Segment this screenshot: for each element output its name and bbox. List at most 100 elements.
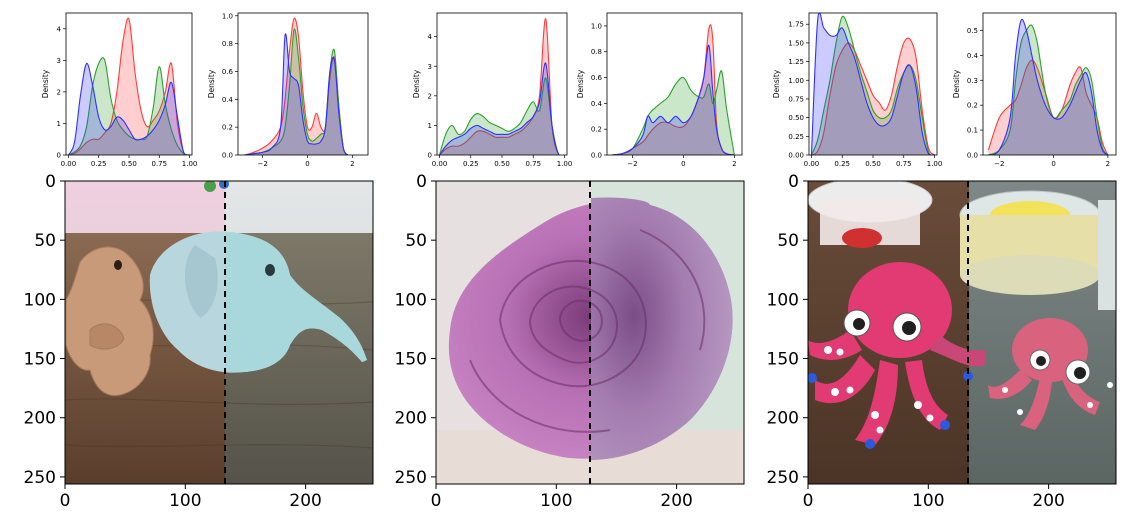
- x-tick-label: 0: [60, 491, 71, 511]
- y-tick-label: 0: [428, 152, 432, 160]
- density-area-red: [439, 18, 565, 155]
- x-tick-label: −2: [257, 160, 267, 168]
- density-series-group: [612, 24, 735, 155]
- density-subplot-3a: 0.00 0.25 0.50 0.75 1.00 0.00 0.25 0.50 0.75 1.00…: [772, 12, 942, 168]
- density-area-red: [244, 18, 348, 155]
- x-tick-label: 100: [169, 491, 201, 511]
- y-tick-label: 50: [405, 231, 427, 251]
- axes-frame: [982, 12, 1117, 156]
- y-tick-label: 0.5: [967, 27, 978, 35]
- y-tick-label: 250: [395, 468, 427, 488]
- density-series-group: [244, 17, 349, 155]
- y-tick-label: 1: [57, 120, 61, 128]
- density-line-red: [244, 17, 349, 155]
- x-tick-label: 200: [289, 491, 321, 511]
- y-tick-label: 0.8: [222, 40, 233, 48]
- density-line-red: [811, 37, 935, 155]
- density-subplot-2b: −2 0 2 0.0 0.2 0.4 0.6 0.8 1.0 Density: [576, 12, 743, 168]
- x-tick-label: 0.50: [865, 160, 881, 168]
- density-area-green: [439, 78, 565, 155]
- y-tick-label: 1.75: [788, 21, 804, 29]
- y-tick-label: 200: [767, 409, 799, 429]
- x-tick-label: −2: [627, 160, 637, 168]
- axes-frame: [435, 180, 745, 485]
- density-area-blue: [811, 13, 935, 155]
- density-area-blue: [439, 63, 565, 155]
- y-tick-label: 0.00: [788, 152, 804, 160]
- y-axis-label: Density: [952, 69, 961, 98]
- density-area-blue: [244, 33, 348, 155]
- x-tick-label: 0.25: [834, 160, 850, 168]
- density-line-blue: [810, 13, 935, 155]
- x-tick-label: 1.00: [557, 160, 573, 168]
- density-series-group: [810, 13, 935, 155]
- y-tick-label: 150: [767, 350, 799, 370]
- toy-top-dot: [219, 181, 229, 189]
- y-tick-label: 4: [57, 25, 62, 33]
- scene-wall-right: [225, 181, 373, 233]
- y-tick-label: 4: [428, 33, 433, 41]
- density-line-green: [810, 15, 935, 155]
- y-tick-label: 100: [24, 290, 56, 310]
- x-tick-label: 100: [540, 491, 572, 511]
- density-line-red: [439, 18, 565, 155]
- y-tick-label: 0: [416, 172, 427, 192]
- density-line-blue: [67, 62, 190, 155]
- y-tick-label: 1.0: [222, 12, 233, 20]
- density-line-red: [68, 17, 190, 155]
- axes-frame: [807, 180, 1117, 485]
- x-tick-label: 0: [305, 160, 309, 168]
- y-tick-label: 150: [395, 350, 427, 370]
- camel-toy: [65, 246, 154, 397]
- density-area-blue: [68, 63, 190, 155]
- density-line-blue: [439, 62, 565, 155]
- x-tick-label: 0.25: [463, 160, 479, 168]
- y-tick-label: 0.3: [967, 77, 978, 85]
- y-tick-label: 250: [24, 468, 56, 488]
- x-tick-label: 0: [431, 491, 442, 511]
- x-tick-label: 0.75: [896, 160, 912, 168]
- density-line-green: [438, 77, 565, 155]
- y-tick-label: 0: [57, 152, 61, 160]
- image-axes-octopus: 0 100 200 0 50 100 150 200 250: [767, 172, 1117, 511]
- density-line-green: [612, 70, 735, 155]
- y-tick-label: 1.0: [591, 22, 602, 30]
- y-tick-label: 0.75: [788, 95, 804, 103]
- x-tick-label: 0.00: [804, 160, 820, 168]
- y-tick-label: 1.50: [788, 39, 804, 47]
- y-tick-label: 0: [788, 172, 799, 192]
- toy-top-dot: [204, 181, 216, 192]
- x-tick-label: 0.00: [432, 160, 448, 168]
- y-tick-label: 1.25: [788, 58, 804, 66]
- y-tick-label: 150: [24, 350, 56, 370]
- density-line-blue: [244, 33, 349, 155]
- y-tick-label: 0.6: [591, 74, 603, 82]
- x-tick-label: 2: [732, 160, 736, 168]
- y-tick-label: 200: [24, 409, 56, 429]
- density-line-blue: [988, 18, 1109, 155]
- y-tick-label: 0: [45, 172, 56, 192]
- y-tick-label: 3: [428, 63, 432, 71]
- y-tick-label: 0.1: [967, 127, 978, 135]
- density-area-red: [811, 38, 935, 155]
- image-axes-elephant: 0 100 200 0 50 100 150 200 250: [24, 172, 374, 511]
- y-tick-label: 2: [428, 92, 432, 100]
- y-tick-label: 0.2: [222, 124, 233, 132]
- x-tick-label: 200: [1032, 491, 1064, 511]
- density-area-red: [612, 24, 735, 155]
- y-tick-label: 250: [767, 468, 799, 488]
- x-tick-label: 0.25: [91, 160, 107, 168]
- x-tick-label: 0.75: [525, 160, 541, 168]
- y-tick-label: 3: [57, 57, 61, 65]
- y-tick-label: 50: [34, 231, 56, 251]
- clay-tubs: [808, 181, 1116, 310]
- y-axis-label: Density: [41, 69, 50, 98]
- y-axis-label: Density: [412, 69, 421, 98]
- y-tick-label: 0.4: [222, 96, 234, 104]
- elephant-toy: [149, 231, 367, 373]
- y-tick-label: 1: [428, 122, 432, 130]
- x-tick-label: 200: [660, 491, 692, 511]
